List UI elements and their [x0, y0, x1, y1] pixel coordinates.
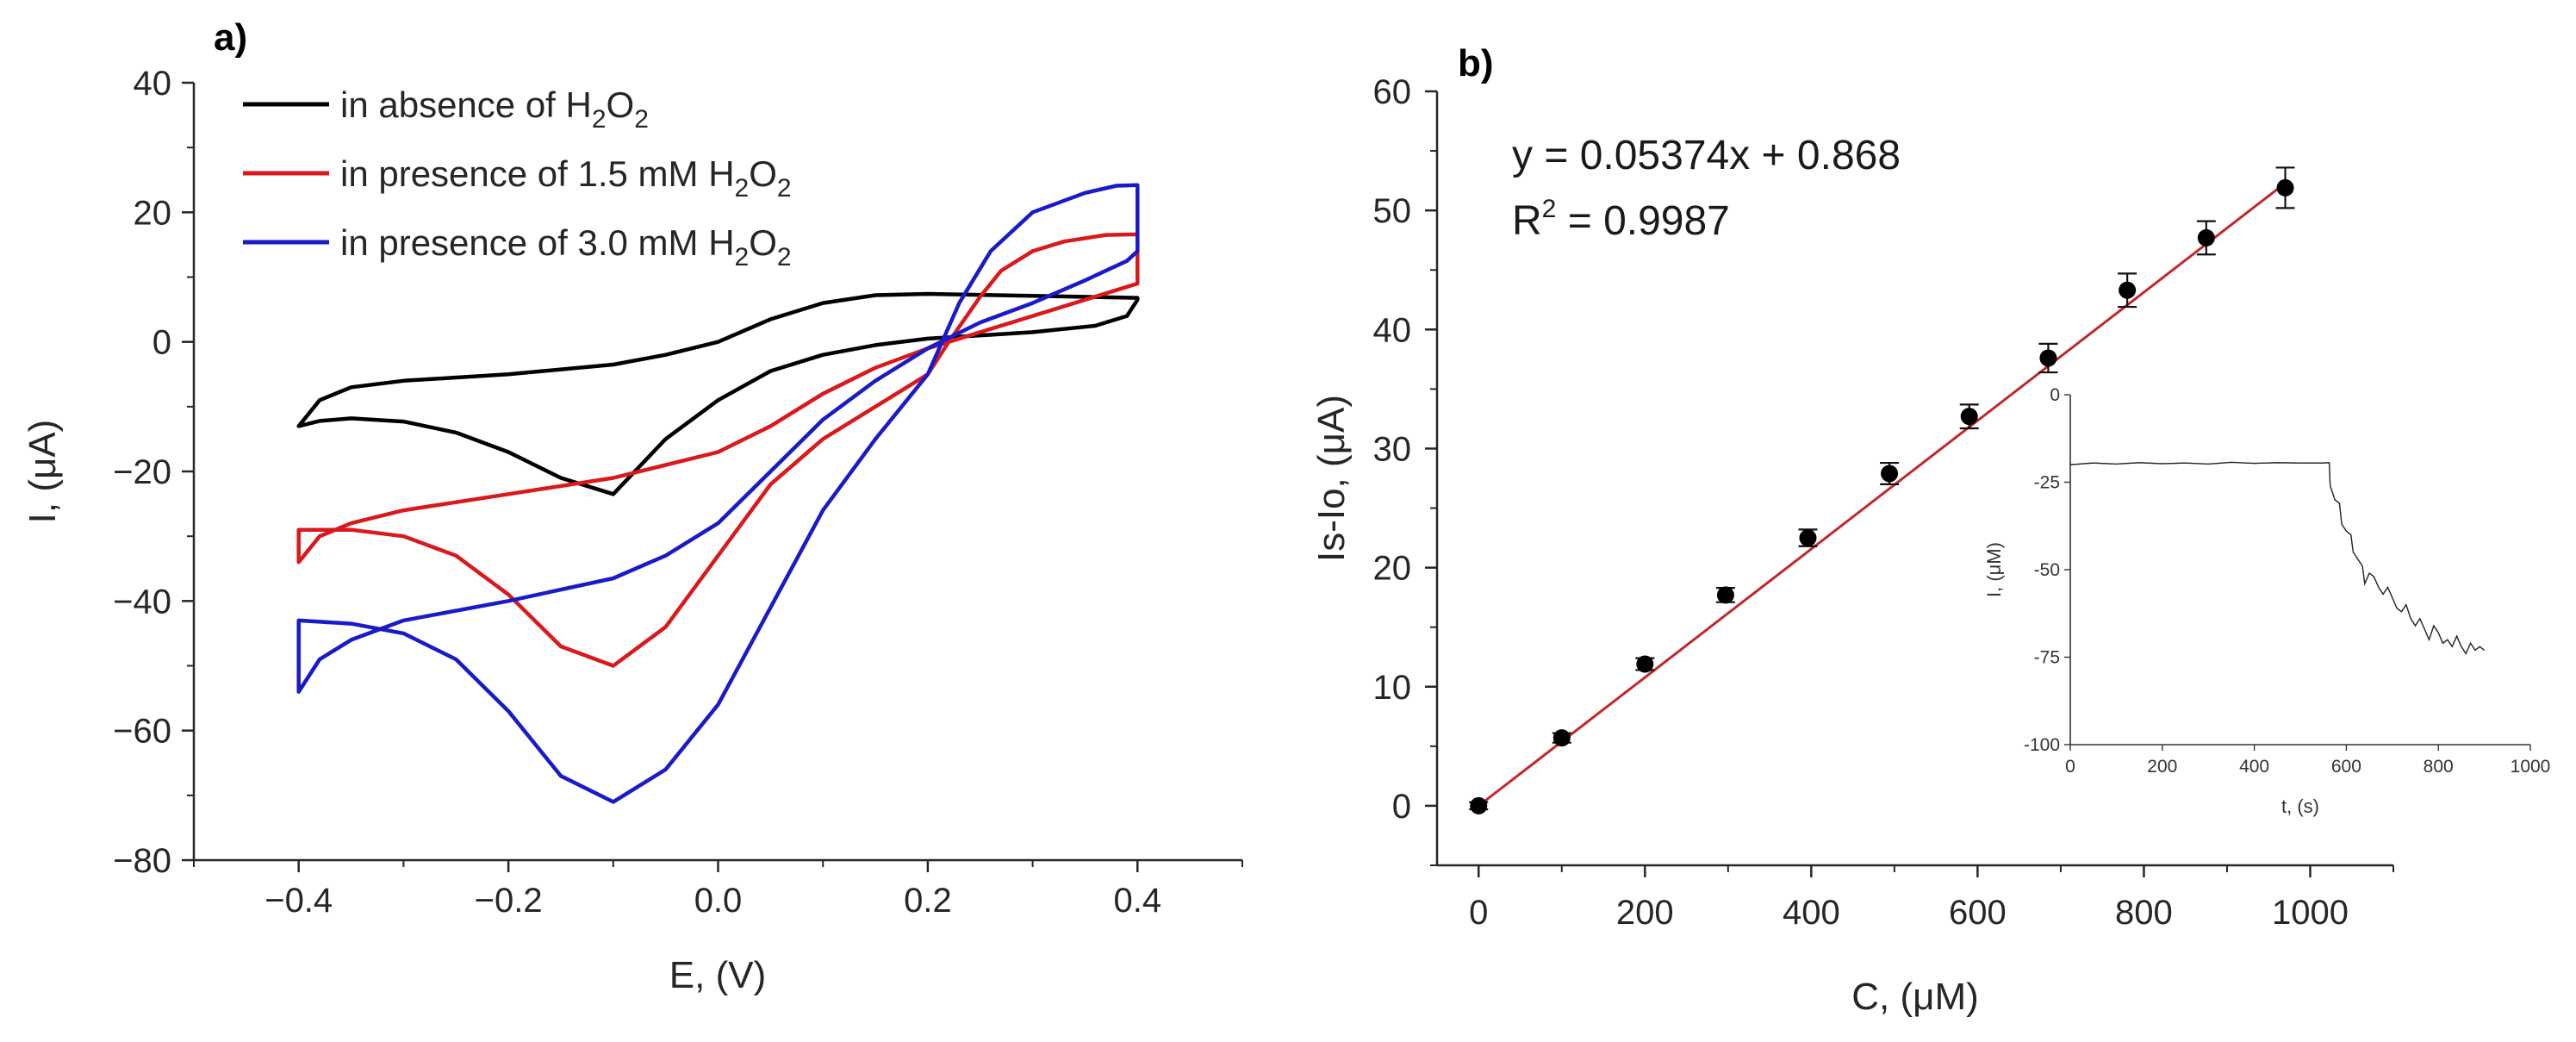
panel-b-x-tick-label: 0 [1469, 894, 1488, 932]
data-point [1552, 729, 1571, 747]
panel-a-y-tick-label: 20 [134, 194, 172, 232]
inset-ticks: 0 200 400 600 800 1000 0 -25 -50 -75 -100 [2024, 385, 2550, 777]
panel-a-y-tick-label: 40 [134, 65, 172, 103]
data-point [1960, 408, 1978, 426]
legend-entry-absence: in absence of H2O2 [243, 84, 649, 134]
fit-line [1478, 182, 2287, 808]
panel-b-y-tick-label: 30 [1373, 430, 1412, 468]
panel-a-x-tick-label: 0.2 [904, 882, 952, 920]
panel-a-x-tick-label: 0.0 [694, 882, 743, 920]
panel-a-y-tick-label: 0 [152, 324, 171, 362]
inset-current-trace [2069, 461, 2485, 655]
inset-x-tick-label: 800 [2424, 757, 2454, 777]
inset-y-tick-label: -25 [2034, 473, 2060, 493]
data-point [2039, 349, 2057, 367]
inset-y-tick-label: -50 [2034, 560, 2060, 580]
panel-a-x-title: E, (V) [669, 954, 766, 996]
panel-a: a) −0.4 −0.2 0.0 0.2 0.4 −80 −60 −40 −20 0 20 40 E,… [22, 16, 1243, 996]
inset-x-tick-label: 0 [2065, 757, 2075, 777]
panel-b-points [1469, 166, 2295, 814]
inset-y-title: I, (μM) [1983, 542, 2005, 597]
cv-curve-2 [296, 183, 1140, 804]
panel-b-x-tick-label: 200 [1616, 894, 1674, 932]
panel-b-ticks: 0 200 400 600 800 1000 0 10 20 30 40 50 60 [1373, 73, 2394, 932]
panel-b-x-tick-label: 400 [1783, 894, 1840, 932]
inset-y-tick-label: -100 [2024, 735, 2060, 755]
inset-x-tick-label: 400 [2239, 757, 2269, 777]
panel-a-y-tick-label: −20 [113, 453, 171, 491]
panel-b-y-tick-label: 20 [1373, 550, 1412, 588]
inset-x-tick-label: 600 [2331, 757, 2361, 777]
panel-b-fit-line [1478, 182, 2287, 808]
cv-curve-0 [296, 291, 1140, 496]
legend-label-3-0mM: in presence of 3.0 mM H2O2 [340, 222, 792, 271]
fit-r-squared: R2 = 0.9987 [1512, 195, 1730, 244]
panel-a-y-title: I, (μA) [22, 420, 64, 524]
panel-b-x-tick-label: 800 [2115, 894, 2173, 932]
panel-a-x-tick-label: 0.4 [1113, 882, 1161, 920]
inset-x-title: t, (s) [2281, 796, 2319, 817]
data-point [1881, 465, 1899, 483]
panel-a-y-tick-label: −40 [113, 583, 171, 621]
inset-series [2069, 461, 2486, 655]
panel-b-label: b) [1458, 42, 1494, 84]
inset-x-tick-label: 200 [2147, 757, 2177, 777]
panel-a-y-tick-label: −60 [113, 713, 171, 751]
inset-x-tick-label: 1000 [2511, 757, 2551, 777]
panel-b-x-title: C, (μM) [1851, 976, 1979, 1018]
panel-a-x-tick-label: −0.4 [264, 882, 333, 920]
panel-b-y-tick-label: 0 [1392, 788, 1411, 826]
inset-y-tick-label: -75 [2034, 648, 2060, 668]
panel-b-y-title: Is-Io, (μA) [1310, 395, 1353, 562]
data-point [1636, 655, 1654, 673]
data-point [2197, 228, 2215, 246]
panel-a-y-tick-label: −80 [113, 842, 171, 880]
legend-label-1-5mM: in presence of 1.5 mM H2O2 [340, 153, 792, 203]
panel-a-legend: in absence of H2O2 in presence of 1.5 mM… [243, 84, 792, 271]
inset-chart: 0 200 400 600 800 1000 0 -25 -50 -75 -100 t, (s) I… [1983, 385, 2550, 817]
panel-a-series [296, 183, 1140, 804]
legend-entry-1-5mM: in presence of 1.5 mM H2O2 [243, 153, 792, 203]
panel-a-label: a) [214, 16, 247, 59]
panel-a-x-tick-label: −0.2 [475, 882, 543, 920]
data-point [2119, 281, 2137, 299]
panel-b: b) 0 200 400 600 800 1000 0 10 20 30 40 50 60 y = 0.… [1310, 42, 2550, 1018]
panel-b-y-tick-label: 40 [1373, 311, 1412, 349]
inset-y-tick-label: 0 [2050, 385, 2060, 405]
panel-b-y-tick-label: 50 [1373, 192, 1412, 230]
cv-curve-1 [296, 232, 1140, 668]
fit-equation: y = 0.05374x + 0.868 [1512, 133, 1901, 178]
data-point [1799, 529, 1817, 547]
data-point [2276, 178, 2294, 197]
panel-b-x-tick-label: 600 [1949, 894, 2007, 932]
panel-a-ticks: −0.4 −0.2 0.0 0.2 0.4 −80 −60 −40 −20 0 20 40 [113, 65, 1243, 920]
legend-label-absence: in absence of H2O2 [340, 84, 649, 134]
data-point [1470, 796, 1488, 814]
data-point [1716, 586, 1734, 604]
panel-b-y-tick-label: 60 [1373, 73, 1412, 111]
legend-entry-3-0mM: in presence of 3.0 mM H2O2 [243, 222, 792, 271]
panel-b-x-tick-label: 1000 [2272, 894, 2349, 932]
panel-b-y-tick-label: 10 [1373, 669, 1412, 707]
